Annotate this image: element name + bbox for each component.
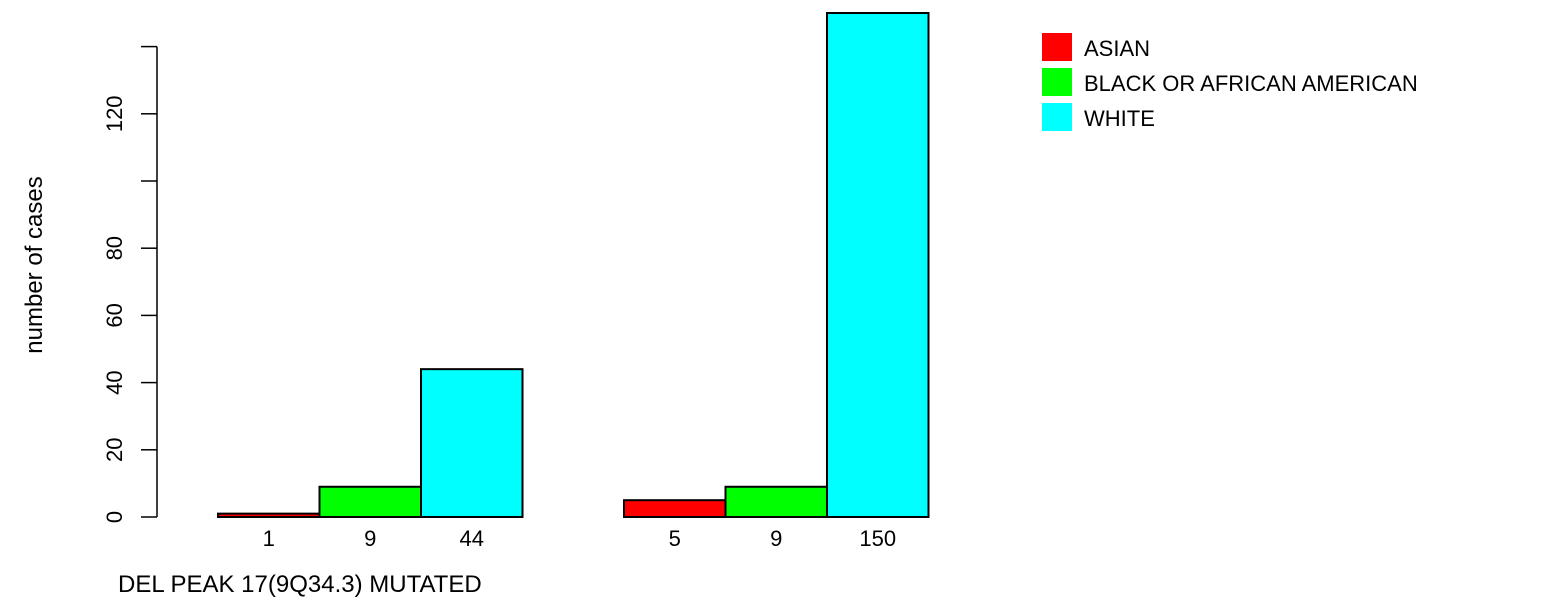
bar [318, 485, 422, 519]
legend: ASIAN BLACK OR AFRICAN AMERICAN WHITE [1042, 33, 1418, 131]
y-tick-label: 60 [102, 303, 127, 327]
bar [826, 12, 930, 518]
bar [420, 368, 524, 518]
bar-value-label: 44 [460, 526, 484, 551]
y-tick-label: 0 [102, 511, 127, 523]
x-axis-label: DEL PEAK 17(9Q34.3) MUTATED [118, 571, 482, 598]
bar [623, 499, 727, 519]
legend-label: ASIAN [1084, 36, 1150, 61]
bar [724, 485, 828, 519]
y-tick-label: 40 [102, 370, 127, 394]
legend-label: WHITE [1084, 106, 1155, 131]
legend-swatch [1042, 33, 1072, 61]
bars-layer [217, 12, 930, 519]
bar-value-label: 1 [263, 526, 275, 551]
bar-value-label: 150 [859, 526, 896, 551]
y-tick-label: 20 [102, 438, 127, 462]
bar-labels-layer: 1 9 44 5 9 150 [263, 526, 896, 551]
legend-swatch [1042, 103, 1072, 131]
y-tick-label: 80 [102, 236, 127, 260]
bar-value-label: 9 [364, 526, 376, 551]
y-axis-label: number of cases [21, 176, 48, 353]
bar [217, 512, 321, 519]
bar-value-label: 9 [770, 526, 782, 551]
legend-swatch [1042, 68, 1072, 96]
y-tick-label: 120 [102, 95, 127, 132]
bar-value-label: 5 [669, 526, 681, 551]
y-axis: 0 20 40 60 80 120 [102, 45, 158, 523]
legend-label: BLACK OR AFRICAN AMERICAN [1084, 71, 1418, 96]
